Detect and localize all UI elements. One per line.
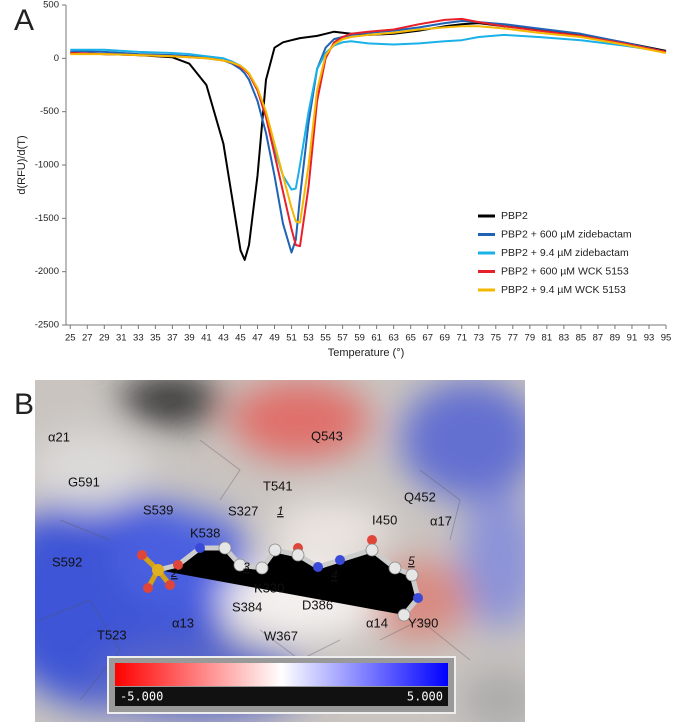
y-tick-label: 0	[54, 53, 59, 64]
x-tick-label: 65	[405, 333, 416, 344]
chart: 500 0 -500 -1000 -1500 -2000 -2500 25 27 29 31 33 35…	[16, 0, 671, 359]
x-tick-label: 73	[473, 333, 484, 344]
residue-label: 1	[277, 504, 284, 518]
ligand	[137, 535, 423, 622]
colorbar-label-band	[115, 687, 448, 706]
y-tick-label: -500	[40, 106, 59, 117]
x-tick-label: 77	[508, 333, 519, 344]
residue-label: Q452	[404, 489, 436, 504]
x-tick-label: 27	[82, 333, 93, 344]
x-tick-label: 79	[525, 333, 536, 344]
x-tick-label: 63	[388, 333, 399, 344]
residue-label: 5	[408, 554, 415, 568]
backbone-lines	[39, 439, 471, 701]
x-tick-label: 43	[218, 333, 229, 344]
residue-label: 3	[243, 560, 250, 574]
x-tick-label: 29	[99, 333, 110, 344]
x-tick-label: 61	[371, 333, 382, 344]
x-tick-label: 35	[150, 333, 161, 344]
y-tick-label: -2000	[35, 266, 59, 277]
y-axis-title: d(RFU)/d(T)	[16, 135, 28, 194]
colorbar-label: -5.000	[120, 690, 163, 704]
x-tick-label: 69	[439, 333, 450, 344]
legend-label: PBP2 + 9.4 µM zidebactam	[501, 247, 629, 259]
residue-label: Q543	[311, 428, 343, 443]
x-axis-title: Temperature (°)	[328, 347, 405, 359]
x-tick-label: 67	[422, 333, 433, 344]
residue-label: G591	[68, 474, 100, 489]
x-tick-label: 39	[184, 333, 195, 344]
residue-label: K330	[254, 580, 284, 595]
x-tick-label: 91	[627, 333, 638, 344]
panel-label: A	[14, 4, 34, 37]
residue-label: 2	[170, 566, 178, 580]
x-tick-label: 83	[559, 333, 570, 344]
x-tick-label: 37	[167, 333, 178, 344]
series-line	[70, 25, 667, 224]
residue-label: S384	[232, 599, 262, 614]
x-tick-label: 25	[65, 333, 76, 344]
series-line	[70, 22, 667, 261]
x-tick-label: 75	[490, 333, 501, 344]
residue-label: T523	[97, 627, 127, 642]
x-tick-label: 85	[576, 333, 587, 344]
structure-image: α21 Q543 T541 G591 Q452 α17 S539 S327 1 I450 K538 S…	[35, 380, 525, 722]
colorbar	[115, 663, 448, 686]
residue-label: I450	[372, 512, 397, 527]
x-tick-label: 53	[303, 333, 314, 344]
residue-label: S327	[228, 503, 258, 518]
y-tick-label: -2500	[35, 320, 59, 331]
legend-label: PBP2	[501, 210, 528, 222]
x-tick-label: 93	[644, 333, 655, 344]
x-tick-label: 33	[133, 333, 144, 344]
x-tick-label: 45	[235, 333, 246, 344]
residue-label: Y390	[408, 615, 438, 630]
series-line	[70, 33, 667, 191]
residue-label: K538	[190, 525, 220, 540]
residue-label: α13	[172, 615, 194, 630]
x-tick-label: 87	[593, 333, 604, 344]
residue-label: W367	[264, 628, 298, 643]
x-tick-label: 59	[354, 333, 365, 344]
x-tick-label: 89	[610, 333, 621, 344]
x-tick-label: 51	[286, 333, 297, 344]
x-tick-label: 41	[201, 333, 212, 344]
residue-label: α21	[48, 429, 70, 444]
x-tick-label: 57	[337, 333, 348, 344]
panel-label: B	[14, 388, 34, 421]
x-tick-label: 55	[320, 333, 331, 344]
residue-label: S592	[52, 554, 82, 569]
x-tick-label: 31	[116, 333, 127, 344]
residue-label: 4	[331, 568, 338, 582]
x-tick-label: 71	[456, 333, 467, 344]
residue-label: T541	[263, 478, 293, 493]
legend-label: PBP2 + 600 µM WCK 5153	[501, 265, 629, 277]
residue-label: D386	[302, 597, 333, 612]
residue-label: α17	[430, 513, 452, 528]
x-tick-label: 47	[252, 333, 263, 344]
residue-label: α14	[366, 615, 388, 630]
residue-label: S539	[143, 502, 173, 517]
y-tick-label: -1000	[35, 160, 59, 171]
x-tick-label: 81	[542, 333, 553, 344]
legend-label: PBP2 + 9.4 µM WCK 5153	[501, 284, 626, 296]
y-tick-label: 500	[43, 0, 59, 11]
x-tick-label: 49	[269, 333, 280, 344]
y-tick-label: -1500	[35, 213, 59, 224]
colorbar-label: 5.000	[407, 690, 443, 704]
legend-label: PBP2 + 600 µM zidebactam	[501, 228, 632, 240]
x-tick-label: 95	[661, 333, 672, 344]
